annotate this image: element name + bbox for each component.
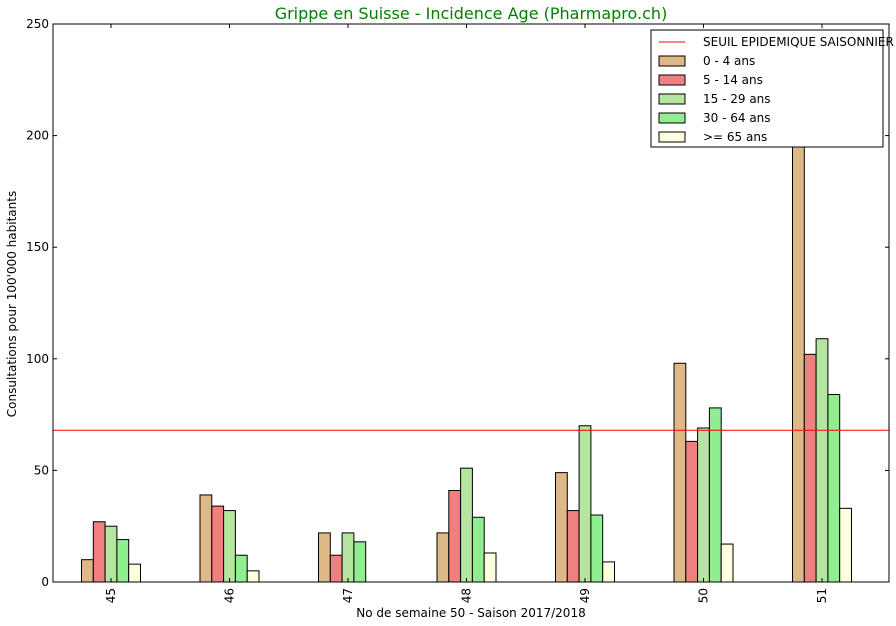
- x-axis-label: No de semaine 50 - Saison 2017/2018: [356, 606, 585, 620]
- bar-50-series-3: [697, 427, 710, 583]
- legend-swatch-series-4: [658, 112, 686, 124]
- bar-48-series-1: [436, 532, 450, 583]
- bar-45-series-4: [116, 539, 130, 583]
- bar-47-series-1: [318, 532, 331, 583]
- chart-title: Grippe en Suisse - Incidence Age (Pharma…: [275, 4, 668, 23]
- plot-frame: [52, 23, 890, 583]
- bar-49-series-4: [590, 514, 604, 583]
- y-tick-label-100: 100: [26, 352, 49, 366]
- x-tick-label-51: 51: [815, 588, 829, 603]
- x-tick-label-46: 46: [223, 588, 237, 603]
- bar-50-series-2: [685, 440, 699, 583]
- bar-48-series-4: [471, 516, 485, 583]
- legend-swatch-series-1: [658, 55, 686, 67]
- bar-50-series-4: [708, 407, 722, 583]
- bar-49-series-5: [602, 561, 616, 583]
- y-axis-label: Consultations pour 100'000 habitants: [5, 191, 19, 417]
- bar-45-series-3: [104, 525, 118, 583]
- bar-46-series-1: [199, 494, 213, 583]
- bar-48-series-2: [448, 489, 462, 583]
- bar-51-series-2: [803, 353, 817, 583]
- legend: SEUIL EPIDEMIQUE SAISONNIER 0 - 4 ans 5 - …: [650, 29, 894, 148]
- bar-51-series-1: [792, 135, 805, 583]
- legend-swatch-series-3: [658, 93, 686, 105]
- bar-45-series-5: [128, 563, 141, 583]
- bar-49-series-3: [578, 425, 592, 583]
- y-tick-label-200: 200: [26, 129, 49, 143]
- legend-label-series-3: 15 - 29 ans: [703, 92, 771, 106]
- legend-label-series-2: 5 - 14 ans: [703, 73, 763, 87]
- x-tick-label-48: 48: [460, 588, 474, 603]
- bar-47-series-4: [353, 541, 367, 583]
- bar-49-series-1: [555, 472, 568, 583]
- bar-48-series-3: [460, 467, 473, 583]
- bar-46-series-2: [211, 505, 225, 583]
- bar-51-series-5: [839, 507, 853, 583]
- bar-49-series-2: [566, 510, 580, 583]
- bar-46-series-3: [223, 510, 236, 583]
- plot-area: 45 46 47 48 49 50 51 0 50 100 150 200 250 SEUIL EPIDE…: [26, 17, 894, 603]
- legend-label-series-4: 30 - 64 ans: [703, 111, 771, 125]
- bar-50-series-5: [720, 543, 734, 583]
- bar-46-series-5: [246, 570, 260, 583]
- bar-47-series-3: [341, 532, 355, 583]
- y-tick-label-50: 50: [34, 463, 49, 477]
- bar-48-series-5: [483, 552, 497, 583]
- bar-51-series-4: [827, 394, 841, 583]
- legend-label-series-5: >= 65 ans: [703, 130, 767, 144]
- legend-label-series-1: 0 - 4 ans: [703, 54, 755, 68]
- bar-51-series-3: [815, 338, 829, 583]
- bar-50-series-1: [673, 362, 687, 583]
- bar-45-series-1: [81, 559, 94, 583]
- legend-swatch-series-2: [658, 74, 686, 86]
- x-tick-label-50: 50: [697, 588, 711, 603]
- x-tick-label-47: 47: [341, 588, 355, 603]
- legend-swatch-series-5: [658, 131, 686, 143]
- y-tick-label-150: 150: [26, 240, 49, 254]
- legend-label-threshold: SEUIL EPIDEMIQUE SAISONNIER: [703, 35, 894, 49]
- bar-45-series-2: [92, 521, 106, 583]
- y-tick-label-250: 250: [26, 17, 49, 31]
- x-tick-label-45: 45: [104, 588, 118, 603]
- legend-box: [650, 29, 884, 148]
- y-tick-label-0: 0: [41, 575, 49, 589]
- x-tick-label-49: 49: [578, 588, 592, 603]
- bar-46-series-4: [234, 554, 248, 583]
- bar-47-series-2: [329, 554, 343, 583]
